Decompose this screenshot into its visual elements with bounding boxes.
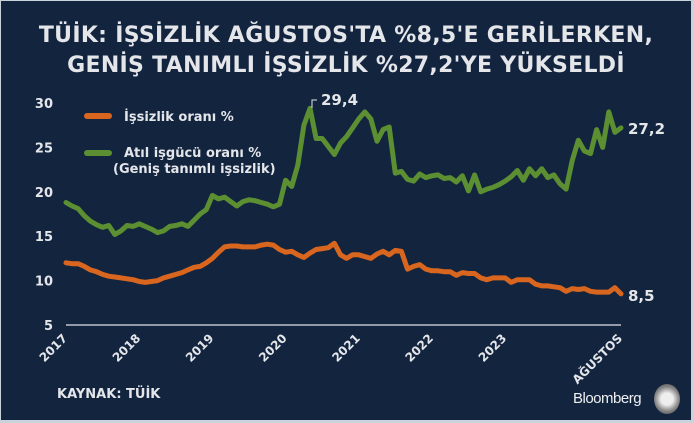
annotation-peak: 29,4 (321, 91, 358, 109)
annotation-broad-last: 27,2 (628, 120, 665, 138)
annotation-unemployment-last: 8,5 (628, 287, 655, 305)
series-line-unemployment (63, 240, 624, 297)
y-tick-label: 30 (35, 97, 53, 112)
chart-title-line-1: TÜİK: İŞSİZLİK AĞUSTOS'TA %8,5'E GERİLER… (38, 23, 654, 48)
x-tick-label: 2019 (183, 331, 217, 365)
legend-label-unemployment: İşsizlik oranı % (124, 109, 234, 125)
ht-logo-icon (654, 384, 680, 414)
x-tick-label: 2017 (37, 331, 71, 365)
peak-leader-line (311, 99, 317, 108)
x-tick-label: 2018 (110, 331, 144, 365)
source-label: KAYNAK: TÜİK (57, 387, 161, 402)
series-line-broad-unemployment (63, 105, 624, 237)
y-tick-label: 15 (35, 230, 53, 245)
legend-sublabel-broad: (Geniş tanımlı işsizlik) (113, 162, 276, 177)
x-tick-label: 2023 (476, 331, 510, 365)
x-tick-label: 2022 (403, 331, 437, 365)
chart-title-line-2: GENİŞ TANIMLI İŞSİZLİK %27,2'YE YÜKSELDİ (67, 53, 625, 78)
bloomberg-logo: Bloomberg (573, 390, 642, 407)
x-tick-label: 2021 (329, 331, 363, 365)
legend-label-broad: Atıl işgücü oranı % (124, 146, 261, 161)
x-tick-label: 2020 (256, 331, 290, 365)
y-tick-label: 20 (35, 186, 53, 201)
y-tick-label: 25 (35, 141, 53, 156)
x-tick-label: AĞUSTOS (569, 331, 625, 387)
y-tick-label: 5 (44, 319, 53, 334)
y-tick-label: 10 (35, 275, 53, 290)
